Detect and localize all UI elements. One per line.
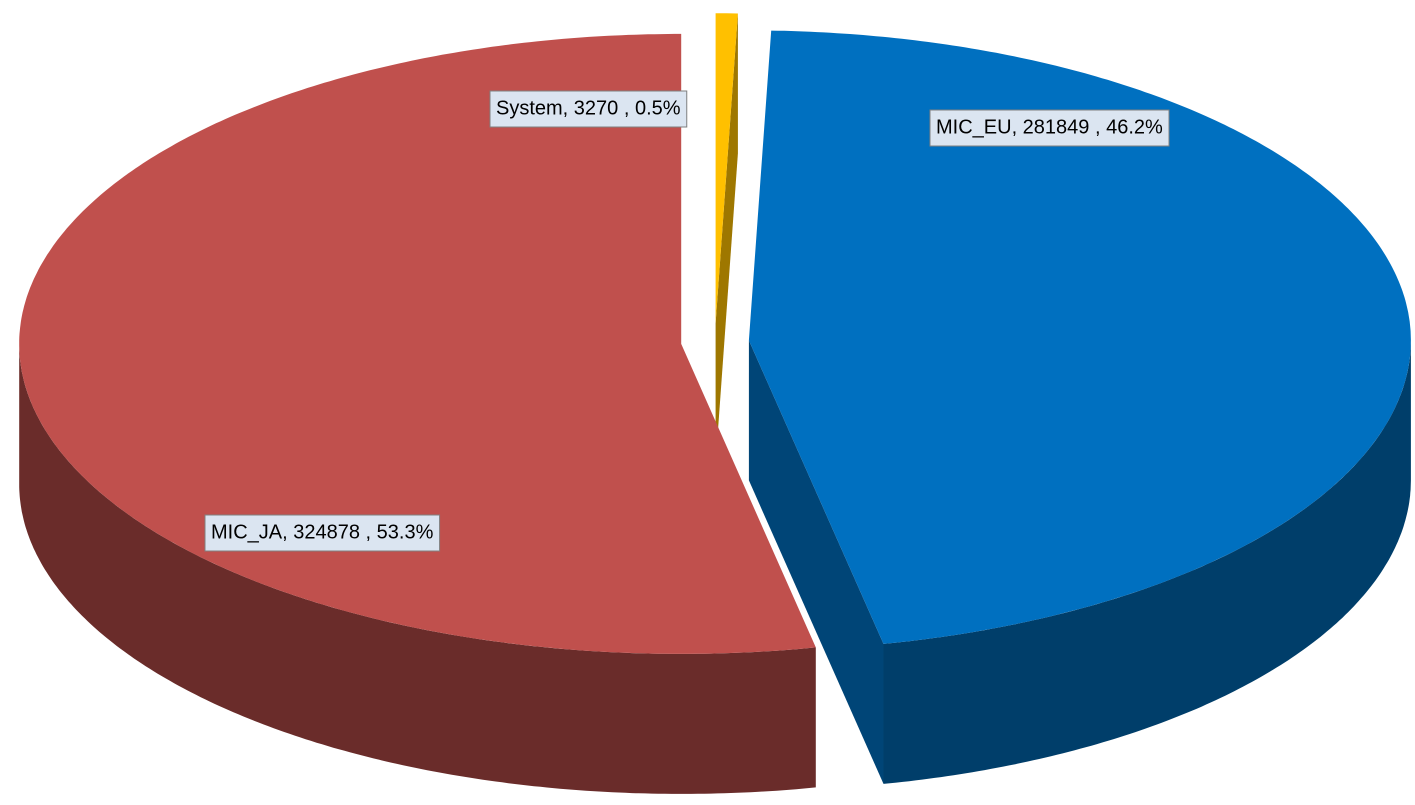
data-label: MIC_JA, 324878 , 53.3% [204,514,441,552]
slice [748,30,1411,644]
data-label-box [204,514,441,552]
slice-side [715,13,738,464]
slice-side [19,343,816,794]
slice-walls [19,13,1411,794]
data-label: System, 3270 , 0.5% [489,90,688,128]
data-label-text: MIC_JA, 324878 , 53.3% [211,521,434,543]
slice-cut-face [748,340,884,784]
data-label-box [489,90,688,128]
slice-outer-wall [883,340,1411,784]
data-label-text: System, 3270 , 0.5% [496,97,681,119]
slice-cut-face [715,13,738,464]
slice-tops [19,13,1411,654]
slice [715,13,738,324]
data-label: MIC_EU, 281849 , 46.2% [929,109,1170,147]
data-label-text: MIC_EU, 281849 , 46.2% [936,116,1163,138]
data-label-box [929,109,1170,147]
slice [19,33,816,654]
slice-outer-wall [19,343,816,794]
slice-side [748,340,1411,784]
